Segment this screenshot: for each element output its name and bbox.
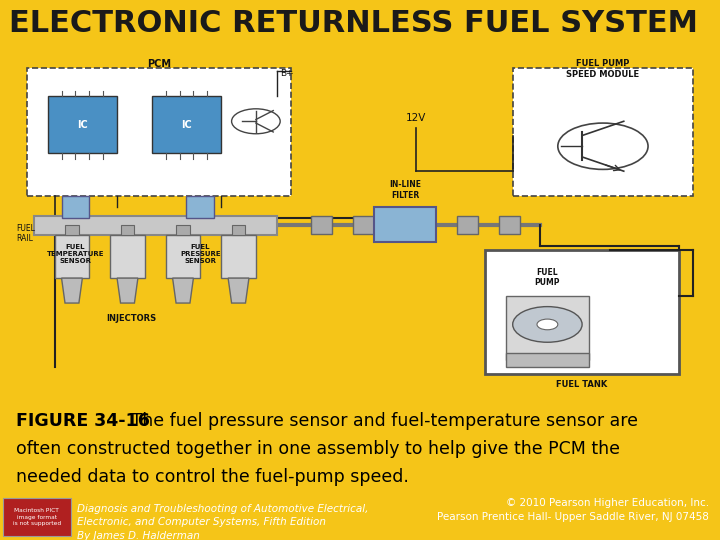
Text: B+: B+ [280,69,294,78]
Text: INJECTORS: INJECTORS [106,314,156,323]
Bar [3,498,71,536]
Bar [353,215,374,233]
Bar [55,235,89,278]
Text: © 2010 Pearson Higher Education, Inc.
Pearson Prentice Hall- Upper Saddle River,: © 2010 Pearson Higher Education, Inc. Pe… [437,498,709,522]
Bar [485,249,679,374]
Bar [176,225,190,235]
Bar [505,296,589,360]
Text: Macintosh PICT
image format
is not supported: Macintosh PICT image format is not suppo… [13,508,60,526]
Polygon shape [117,278,138,303]
Bar [505,353,589,367]
FancyBboxPatch shape [48,96,117,153]
Text: often constructed together in one assembly to help give the PCM the: often constructed together in one assemb… [16,440,620,458]
FancyBboxPatch shape [152,96,221,153]
Bar [65,225,79,235]
Bar [221,235,256,278]
Bar [110,235,145,278]
Bar [232,225,246,235]
Text: FUEL PUMP: FUEL PUMP [576,59,629,68]
Text: IC: IC [77,120,88,130]
Bar [457,215,478,233]
Text: FUEL
PUMP: FUEL PUMP [535,268,560,287]
Text: Diagnosis and Troubleshooting of Automotive Electrical,
Electronic, and Computer: Diagnosis and Troubleshooting of Automot… [77,504,369,540]
Bar [27,68,291,196]
Text: needed data to control the fuel-pump speed.: needed data to control the fuel-pump spe… [16,468,409,486]
Text: FUEL
TEMPERATURE
SENSOR: FUEL TEMPERATURE SENSOR [47,244,104,264]
Text: FUEL
RAIL: FUEL RAIL [17,224,35,243]
Circle shape [558,123,648,170]
Polygon shape [228,278,249,303]
Text: FIGURE 34-16: FIGURE 34-16 [16,412,150,430]
Circle shape [513,307,582,342]
Text: SPEED MODULE: SPEED MODULE [567,70,639,79]
Bar [186,196,215,218]
Text: PCM: PCM [147,59,171,69]
Text: FUEL
PRESSURE
SENSOR: FUEL PRESSURE SENSOR [180,244,220,264]
Bar [513,68,693,196]
Polygon shape [173,278,194,303]
Bar [499,215,520,233]
Text: IN-LINE
FILTER: IN-LINE FILTER [389,180,421,200]
Text: IC: IC [181,120,192,130]
Bar [374,207,436,242]
Polygon shape [61,278,82,303]
Text: The fuel pressure sensor and fuel-temperature sensor are: The fuel pressure sensor and fuel-temper… [126,412,638,430]
Bar [61,196,89,218]
Bar [166,235,200,278]
Text: FUEL TANK: FUEL TANK [557,380,608,389]
Circle shape [537,319,558,330]
Text: 12V: 12V [405,113,426,123]
Bar [120,225,135,235]
Text: ELECTRONIC RETURNLESS FUEL SYSTEM: ELECTRONIC RETURNLESS FUEL SYSTEM [9,9,698,37]
Bar [312,215,332,233]
Circle shape [232,109,280,134]
Bar [34,215,276,235]
